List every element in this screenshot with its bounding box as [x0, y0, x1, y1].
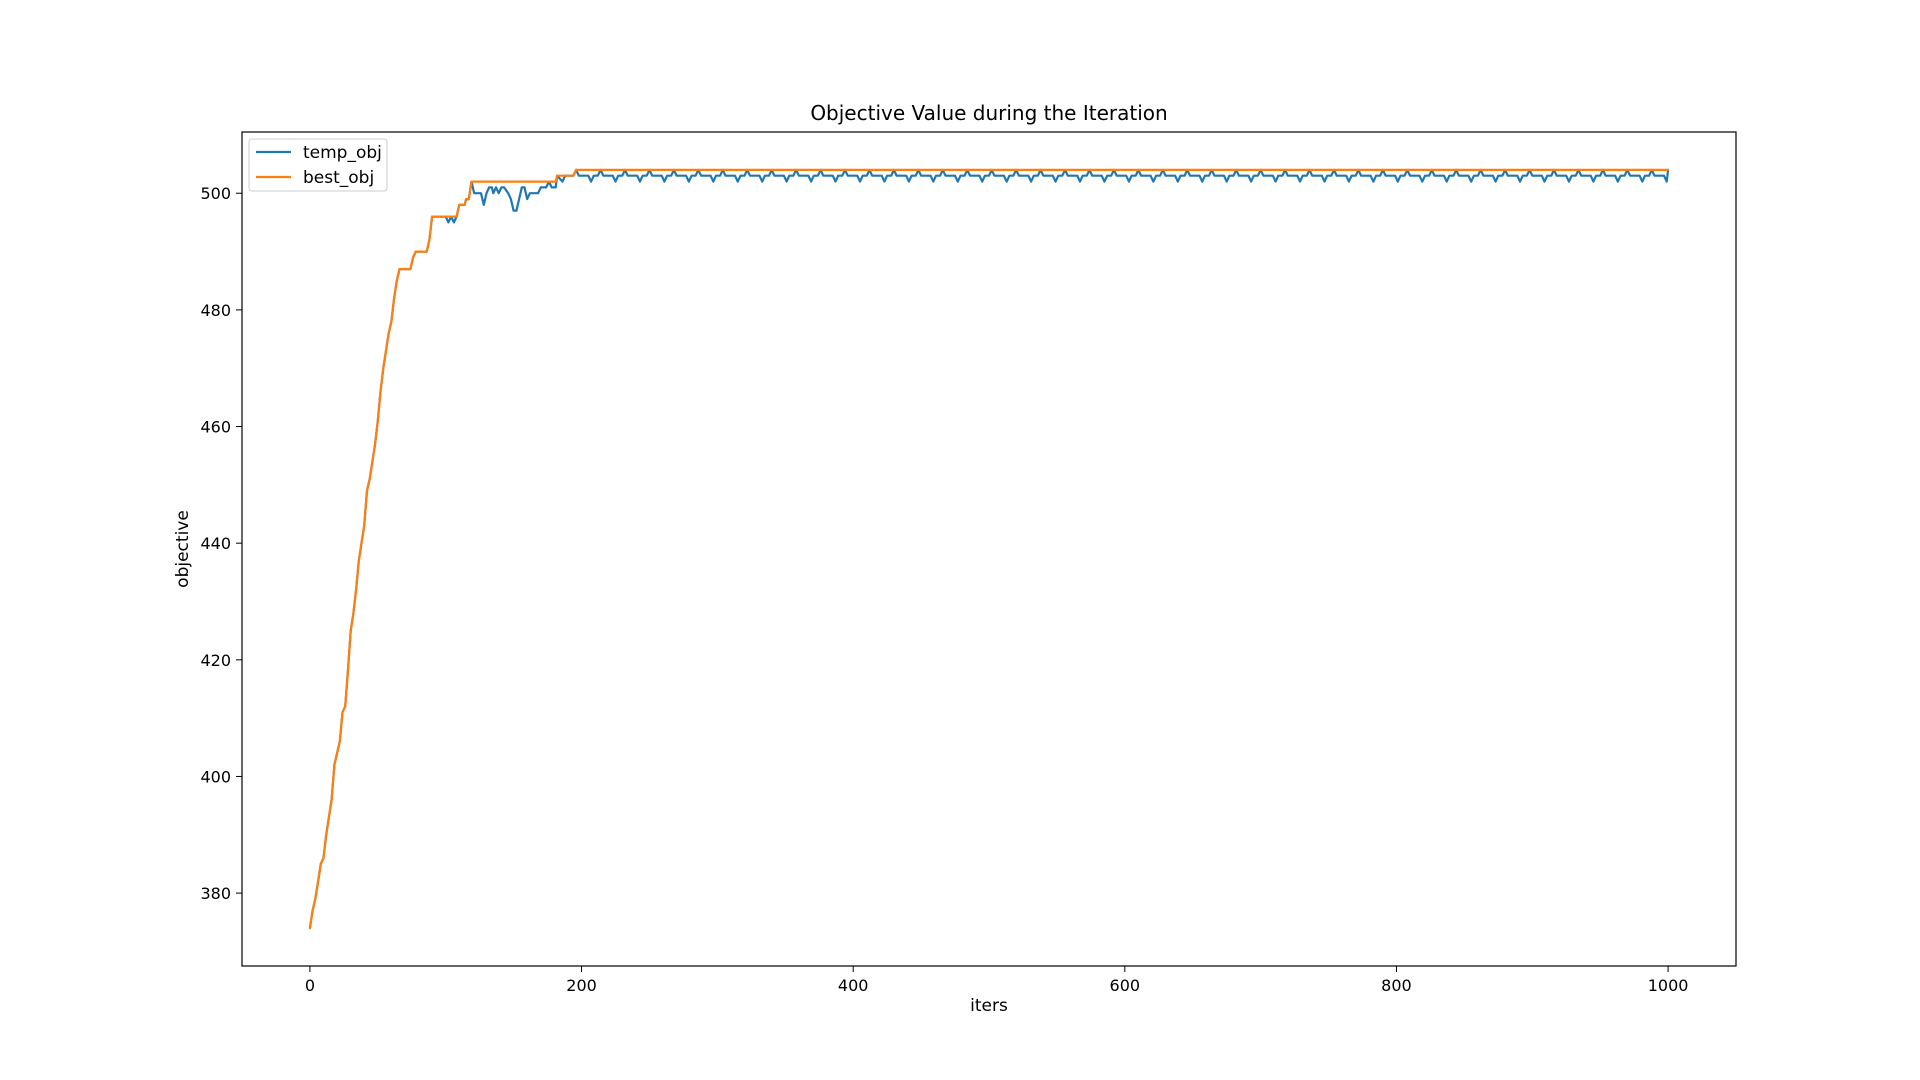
y-axis: 380 400 420 440 460 480 500: [200, 184, 242, 903]
chart-title: Objective Value during the Iteration: [810, 101, 1167, 125]
y-axis-title: objective: [173, 510, 193, 588]
plot-frame: [241, 131, 1737, 967]
y-tick-label: 500: [200, 184, 231, 203]
plot-area: [242, 132, 1736, 966]
y-tick-label: 440: [200, 534, 231, 553]
legend-label-temp-obj: temp_obj: [303, 143, 382, 163]
legend: temp_obj best_obj: [248, 138, 388, 192]
x-tick-label: 800: [1381, 976, 1412, 995]
y-tick-label: 420: [200, 651, 231, 670]
x-tick-label: 1000: [1648, 976, 1689, 995]
series-layer: [308, 168, 1670, 930]
series-line-temp-obj: [308, 168, 1670, 930]
x-tick-label: 600: [1110, 976, 1141, 995]
y-tick-label: 400: [200, 767, 231, 786]
x-tick-label: 400: [838, 976, 869, 995]
y-tick-label: 460: [200, 418, 231, 437]
x-tick-label: 0: [305, 976, 315, 995]
x-axis: 0 200 400 600 800 1000: [305, 966, 1689, 995]
x-tick-label: 200: [566, 976, 597, 995]
y-tick-label: 480: [200, 301, 231, 320]
y-tick-label: 380: [200, 884, 231, 903]
x-axis-title: iters: [970, 996, 1008, 1016]
legend-label-best-obj: best_obj: [303, 168, 374, 188]
series-line-best-obj: [308, 168, 1670, 930]
